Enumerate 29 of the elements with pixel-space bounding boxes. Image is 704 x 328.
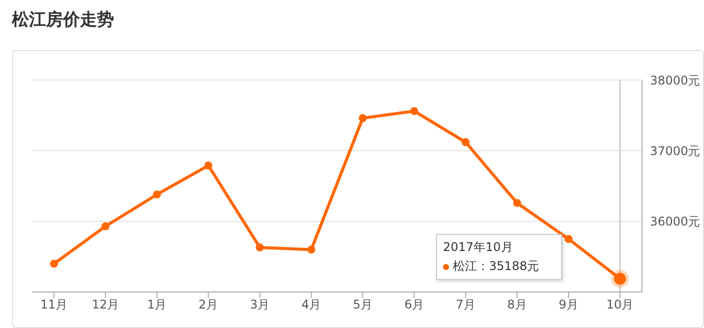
y-tick-label: 37000元 [650,144,700,158]
point [410,107,418,116]
x-tick-label: 6月 [404,298,424,312]
point [152,190,161,198]
point [358,114,367,122]
x-tick-label: 11月 [40,298,68,312]
x-tick-label: 2月 [198,298,218,312]
x-tick-label: 8月 [507,298,527,312]
x-tick-label: 12月 [92,298,120,312]
x-tick-label: 10月 [606,298,634,312]
y-tick-label: 36000元 [650,214,700,229]
y-tick-label: 38000元 [650,73,700,88]
x-tick-label: 9月 [558,298,578,312]
point [564,235,573,243]
annotation: 2017年10月 [443,239,514,256]
point [101,222,110,230]
point [256,243,264,252]
x-tick-label: 3月 [250,298,270,312]
point [204,162,212,170]
point [307,246,316,254]
x-tick-label: 5月 [352,298,373,312]
point [50,260,58,268]
chart-title: 松江房价走势 [12,9,114,31]
point [513,198,522,207]
x-tick-label: 1月 [147,298,167,312]
annotation: 松江：35188元 [452,258,540,275]
x-tick-label: 4月 [301,298,322,312]
point [462,138,470,146]
x-tick-label: 7月 [456,298,476,312]
